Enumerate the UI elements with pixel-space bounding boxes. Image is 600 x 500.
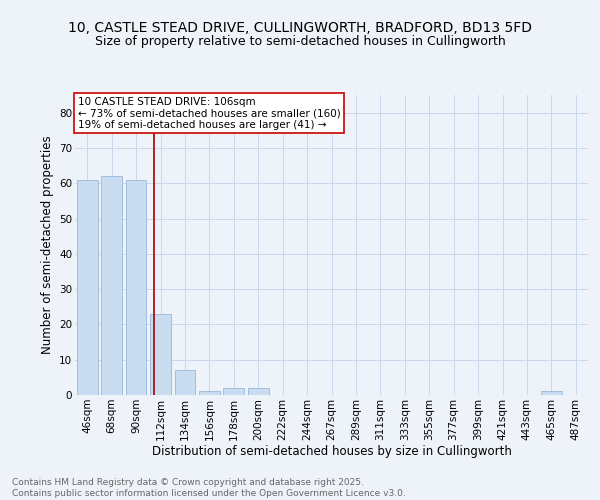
Bar xyxy=(541,392,562,395)
Text: Size of property relative to semi-detached houses in Cullingworth: Size of property relative to semi-detach… xyxy=(95,34,505,48)
Bar xyxy=(199,392,220,395)
Bar xyxy=(101,176,122,395)
Bar xyxy=(150,314,171,395)
Text: 10, CASTLE STEAD DRIVE, CULLINGWORTH, BRADFORD, BD13 5FD: 10, CASTLE STEAD DRIVE, CULLINGWORTH, BR… xyxy=(68,20,532,34)
Bar xyxy=(175,370,196,395)
Y-axis label: Number of semi-detached properties: Number of semi-detached properties xyxy=(41,136,53,354)
Bar xyxy=(248,388,269,395)
Text: Contains HM Land Registry data © Crown copyright and database right 2025.
Contai: Contains HM Land Registry data © Crown c… xyxy=(12,478,406,498)
Text: 10 CASTLE STEAD DRIVE: 106sqm
← 73% of semi-detached houses are smaller (160)
19: 10 CASTLE STEAD DRIVE: 106sqm ← 73% of s… xyxy=(77,96,340,130)
Bar xyxy=(125,180,146,395)
X-axis label: Distribution of semi-detached houses by size in Cullingworth: Distribution of semi-detached houses by … xyxy=(152,446,511,458)
Bar xyxy=(223,388,244,395)
Bar xyxy=(77,180,98,395)
